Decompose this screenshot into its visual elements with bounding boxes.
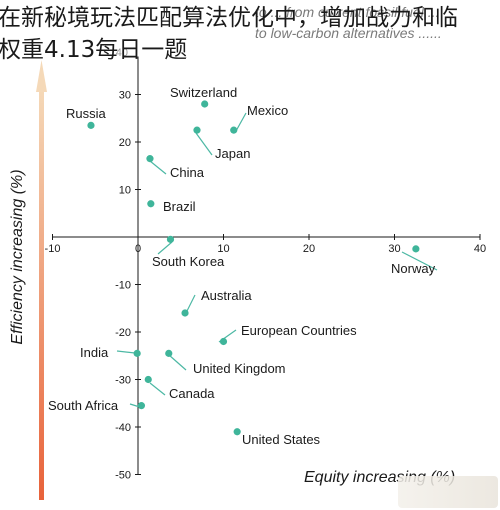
y-arrow-head [36,60,47,92]
label-united-kingdom: United Kingdom [193,361,286,376]
overlay-caption: 在新秘境玩法匹配算法优化中，增加战力和临 权重4.13每日一题 [0,2,500,66]
point-brazil [147,200,155,208]
faint-subtitle-line-1: to ... from current fossil fuel ... [255,4,440,20]
faint-top-tick: 40 [116,47,128,59]
label-mexico: Mexico [247,103,288,118]
y-tick-label: -50 [115,470,131,482]
leader-south-korea [157,241,173,255]
x-tick-label: 10 [217,243,229,255]
overlay-caption-line-2: 权重4.13每日一题 [0,37,188,63]
point-canada [144,375,152,384]
label-canada: Canada [169,386,215,401]
point-united-states [233,428,241,436]
y-tick-label: 10 [119,185,131,197]
leader-japan [195,132,213,156]
y-tick-label: 20 [119,137,131,149]
point-south-africa [137,402,146,410]
point-switzerland [201,100,209,108]
label-australia: Australia [201,288,252,303]
leader-united-kingdom [168,354,187,371]
leader-india [116,350,136,354]
label-switzerland: Switzerland [170,85,237,100]
label-south-africa: South Africa [48,398,119,413]
point-india [133,349,141,357]
point-united-kingdom [165,349,173,357]
data-points [87,100,420,436]
leader-china [149,160,167,175]
point-norway [412,245,420,253]
x-tick-label: 40 [474,243,486,255]
tick-labels: -10 0 10 20 30 40 -50 -40 -30 -20 -10 10 20 30 [45,90,487,482]
faint-subtitle-line-2: to low-carbon alternatives ...... [255,25,442,41]
point-labels: Russia Switzerland Mexico Japan China Brazil S… [48,85,436,447]
label-japan: Japan [215,146,250,161]
overlay-caption-line-1: 在新秘境玩法匹配算法优化中，增加战力和临 [0,5,458,31]
y-axis-arrow [36,60,47,500]
label-european-countries: European Countries [241,323,357,338]
y-tick-label: -30 [115,375,131,387]
y-arrow-shaft [39,88,44,500]
point-mexico [230,126,238,134]
x-tick-label: -10 [45,243,61,255]
y-axis-title: Efficiency increasing (%) [9,169,26,344]
point-australia [181,309,189,317]
leader-australia [185,294,196,314]
axes [52,56,481,475]
label-south-korea: South Korea [152,254,225,269]
label-russia: Russia [66,106,107,121]
leader-mexico [235,112,247,132]
y-tick-label: -40 [115,422,131,434]
faint-subtitle: to ... from current fossil fuel ... to l… [255,2,442,44]
x-tick-label: 30 [388,243,400,255]
leader-canada [149,382,166,396]
x-tick-label: 0 [135,243,141,255]
y-tick-label: 30 [119,90,131,102]
point-south-korea [166,235,175,243]
leader-norway [401,251,438,271]
point-russia [87,121,95,129]
x-tick-label: 20 [303,243,315,255]
label-india: India [80,345,109,360]
y-tick-label: -20 [115,327,131,339]
watermark-badge [398,476,498,508]
point-european-countries [219,337,228,346]
label-united-states: United States [242,432,321,447]
label-brazil: Brazil [163,199,196,214]
point-japan [193,126,201,134]
label-china: China [170,165,205,180]
point-china [146,155,154,163]
y-tick-label: -10 [115,280,131,292]
label-norway: Norway [391,261,436,276]
